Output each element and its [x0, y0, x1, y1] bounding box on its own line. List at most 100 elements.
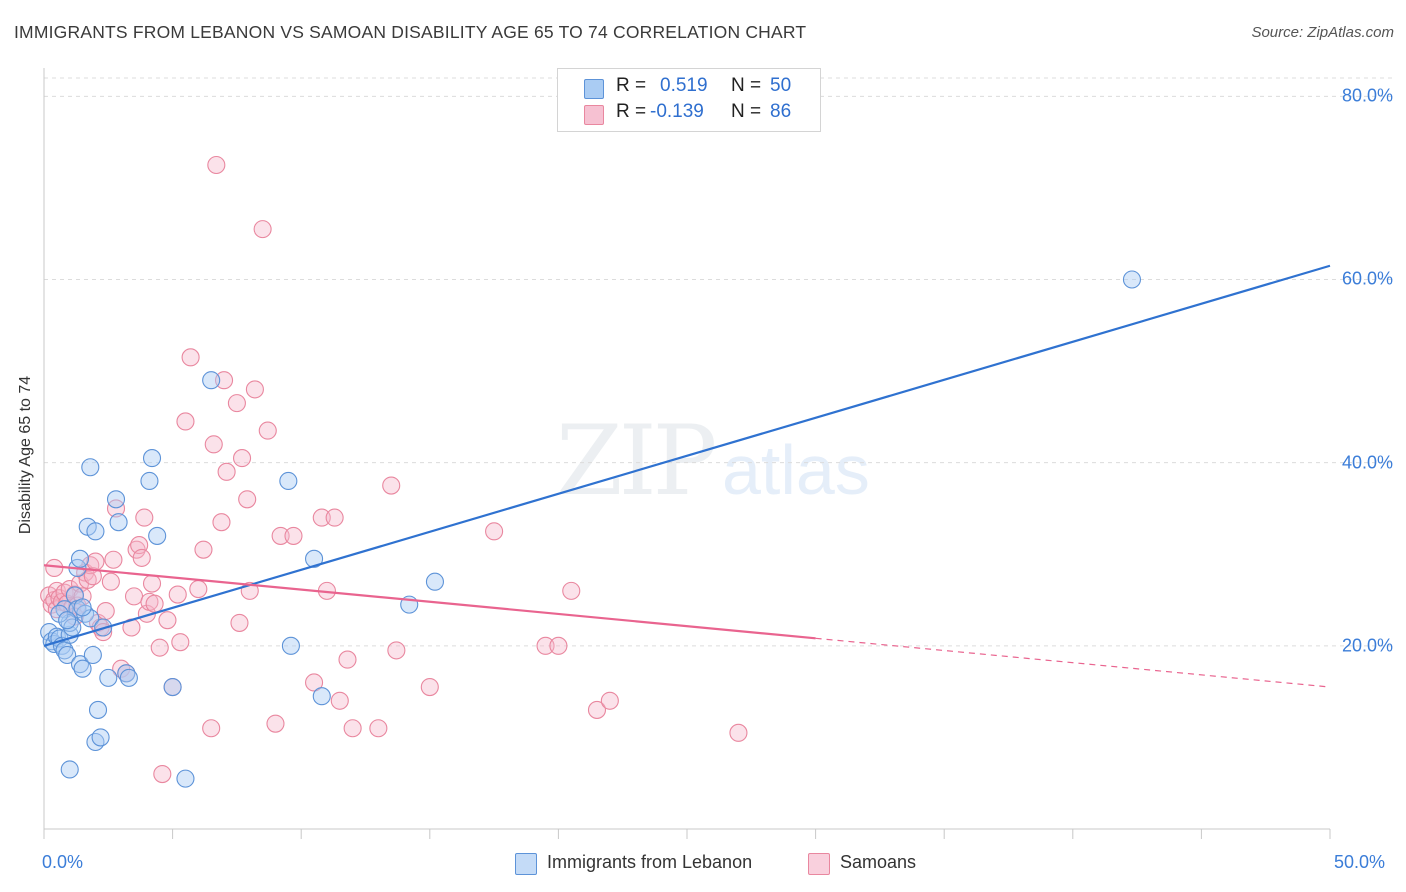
lebanon-point — [202, 371, 221, 390]
n-value: 50 — [770, 75, 792, 96]
y-tick-label: 40.0% — [1341, 452, 1393, 473]
lebanon-point — [88, 700, 108, 719]
lebanon-point — [70, 549, 90, 568]
samoan-point — [266, 714, 285, 733]
samoan-point — [305, 673, 324, 692]
samoan-point — [150, 638, 169, 657]
samoan-point — [312, 508, 331, 527]
source-label: Source: ZipAtlas.com — [1251, 24, 1394, 41]
legend-label-samoan: Samoans — [840, 852, 917, 872]
samoan-point — [369, 719, 388, 738]
samoan-point — [158, 611, 177, 630]
lebanon-point — [148, 526, 167, 545]
lebanon-point — [279, 471, 298, 491]
samoan-point — [729, 723, 748, 742]
samoan-point — [181, 348, 200, 367]
samoan-point — [549, 636, 568, 655]
lebanon-point — [142, 449, 162, 468]
samoan-trend-line — [43, 564, 816, 640]
samoan-point — [135, 508, 154, 527]
r-value: -0.139 — [650, 101, 704, 122]
samoan-point — [325, 508, 344, 527]
axes — [43, 68, 1331, 839]
samoan-point — [600, 691, 619, 710]
lebanon-point — [73, 659, 92, 678]
lebanon-point — [176, 769, 195, 788]
samoan-point — [338, 650, 357, 669]
samoan-point — [562, 581, 581, 600]
samoan-point — [214, 371, 234, 390]
samoan-point — [207, 155, 226, 175]
lebanon-point — [281, 636, 300, 655]
samoan-point — [96, 601, 115, 621]
samoan-point — [142, 574, 162, 593]
samoan-point — [212, 513, 231, 532]
samoan-point — [258, 421, 277, 440]
samoan-trend-extension — [815, 637, 1331, 688]
samoan-point — [232, 449, 252, 468]
samoan-point — [86, 552, 105, 571]
samoan-point — [587, 700, 607, 719]
samoan-point — [230, 613, 249, 632]
lebanon-point — [106, 490, 126, 509]
lebanon-point — [109, 513, 128, 532]
samoan-point — [217, 462, 236, 481]
lebanon-point — [91, 728, 110, 747]
r-label: R = — [616, 75, 647, 96]
samoan-point — [382, 476, 401, 495]
samoan-point — [124, 587, 144, 606]
lebanon-point — [119, 668, 138, 687]
lebanon-point — [1122, 270, 1142, 289]
samoan-point — [245, 380, 264, 399]
samoan-point — [284, 526, 303, 545]
y-tick-label: 80.0% — [1341, 85, 1393, 106]
samoan-point — [387, 641, 406, 660]
n-label: N = — [731, 101, 762, 122]
y-tick-label: 20.0% — [1341, 635, 1393, 656]
samoan-point — [202, 719, 221, 738]
samoan-point — [132, 548, 151, 567]
samoan-point — [171, 633, 190, 652]
lebanon-point — [99, 668, 118, 687]
samoan-point — [45, 558, 64, 578]
samoan-point — [168, 585, 187, 604]
stats-row-lebanon: R = 0.519 N = 50 — [558, 75, 820, 101]
samoan-point — [485, 522, 504, 541]
lebanon-point — [73, 598, 92, 617]
legend-item-samoan[interactable]: Samoans — [808, 852, 938, 878]
x-tick-label-max: 50.0% — [1334, 852, 1386, 872]
samoan-point — [330, 691, 349, 710]
grid-lines — [44, 77, 1394, 647]
trend-lines — [43, 264, 1331, 688]
lebanon-point — [140, 471, 159, 491]
n-value: 86 — [770, 101, 792, 122]
lebanon-point — [305, 549, 324, 568]
y-tick-label: 60.0% — [1341, 268, 1393, 289]
stats-box: R = 0.519 N = 50 R = -0.139 N = 86 — [557, 68, 821, 132]
lebanon-point — [83, 645, 102, 665]
samoan-point — [189, 579, 208, 599]
legend-swatch-samoan — [808, 853, 830, 875]
lebanon-trend-line — [43, 264, 1331, 647]
r-value: 0.519 — [660, 75, 708, 96]
stats-row-samoan: R = -0.139 N = 86 — [558, 101, 820, 127]
samoan-point — [106, 499, 126, 518]
samoan-swatch — [584, 105, 604, 125]
legend-item-lebanon[interactable]: Immigrants from Lebanon — [515, 852, 785, 878]
r-label: R = — [616, 101, 647, 122]
samoan-point — [101, 572, 120, 591]
samoan-point — [536, 636, 555, 655]
watermark-atlas: atlas — [722, 431, 870, 509]
watermark-zip: ZIP — [556, 405, 717, 517]
lebanon-point — [163, 677, 182, 697]
samoan-point — [153, 764, 172, 784]
lebanon-point — [86, 522, 105, 541]
lebanon-points — [40, 270, 1142, 788]
lebanon-point — [58, 645, 77, 665]
lebanon-point — [425, 572, 444, 591]
samoan-point — [194, 540, 213, 559]
chart-title: IMMIGRANTS FROM LEBANON VS SAMOAN DISABI… — [14, 22, 807, 42]
samoan-point — [420, 677, 439, 697]
y-axis-label: Disability Age 65 to 74 — [17, 375, 34, 535]
lebanon-point — [312, 687, 331, 706]
